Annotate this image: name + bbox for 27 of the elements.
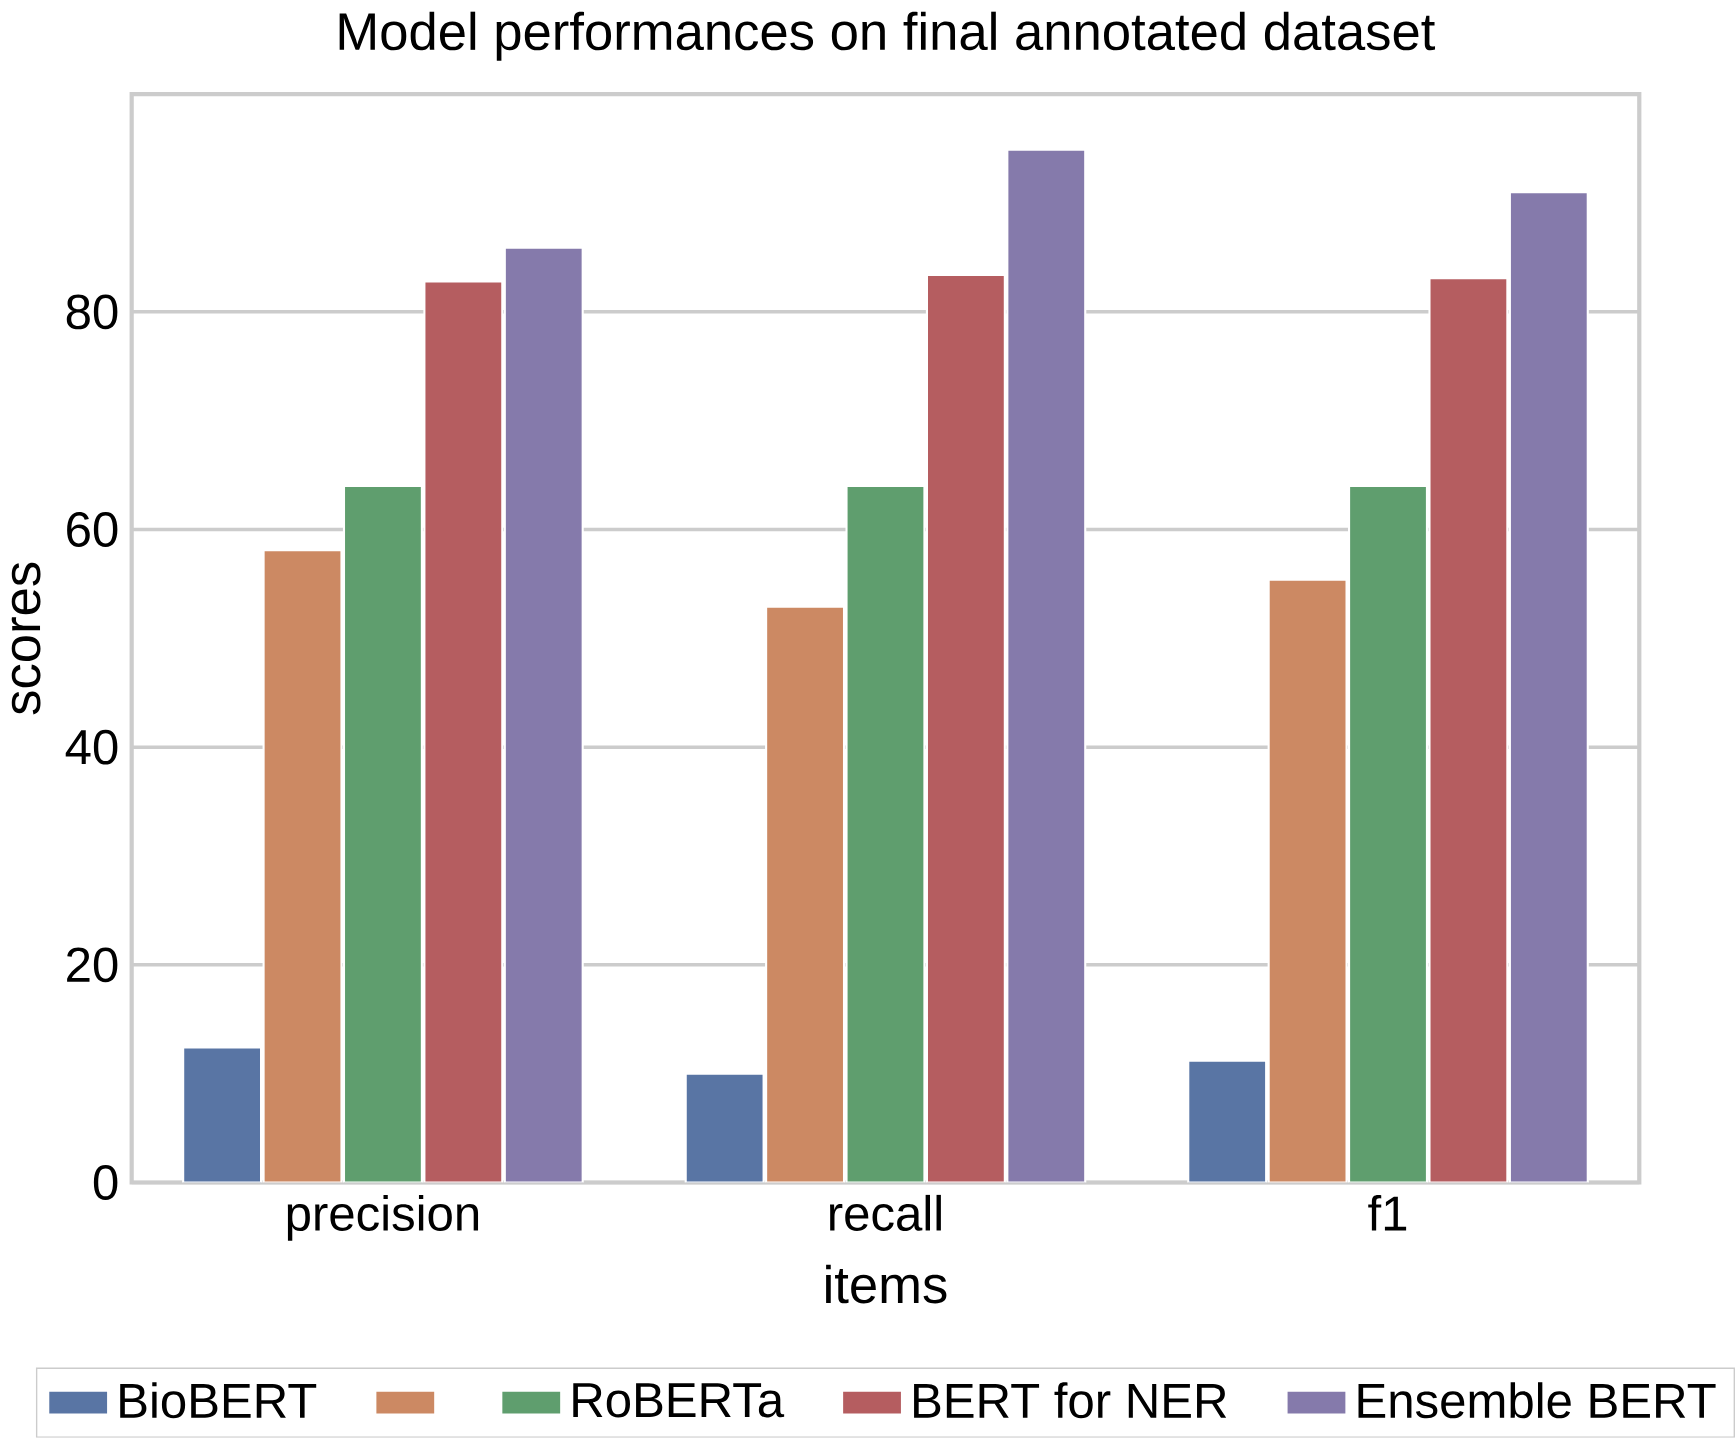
bar [503,246,584,1183]
bar [182,1046,263,1183]
y-tick-label: 80 [66,294,118,330]
bar [1508,191,1589,1183]
chart-title: Model performances on final annotated dataset [339,11,1436,61]
bar [1267,578,1348,1183]
legend-label: BERT for NER [914,1382,1227,1419]
bar [925,273,1006,1183]
bar [262,549,343,1183]
y-tick-label: 0 [93,1165,118,1200]
y-tick-label: 60 [67,512,118,547]
bar [684,1072,765,1183]
bar [423,280,504,1183]
bar [1187,1059,1268,1183]
y-tick-label: 40 [65,729,118,765]
x-tick-label: f1 [1368,1194,1407,1231]
legend-label: RoBERTa [573,1383,785,1418]
x-tick-label: recall [830,1194,941,1232]
y-tick-label: 20 [67,947,118,983]
bar [765,605,846,1183]
legend-label: Ensemble BERT [1358,1382,1716,1419]
x-tick-label: precision [287,1194,479,1241]
bar [1006,148,1087,1183]
bar [1428,277,1509,1183]
x-axis-title: items [826,1264,947,1304]
y-axis-title: scores [11,562,41,715]
legend-label: BioBERT [120,1382,317,1419]
